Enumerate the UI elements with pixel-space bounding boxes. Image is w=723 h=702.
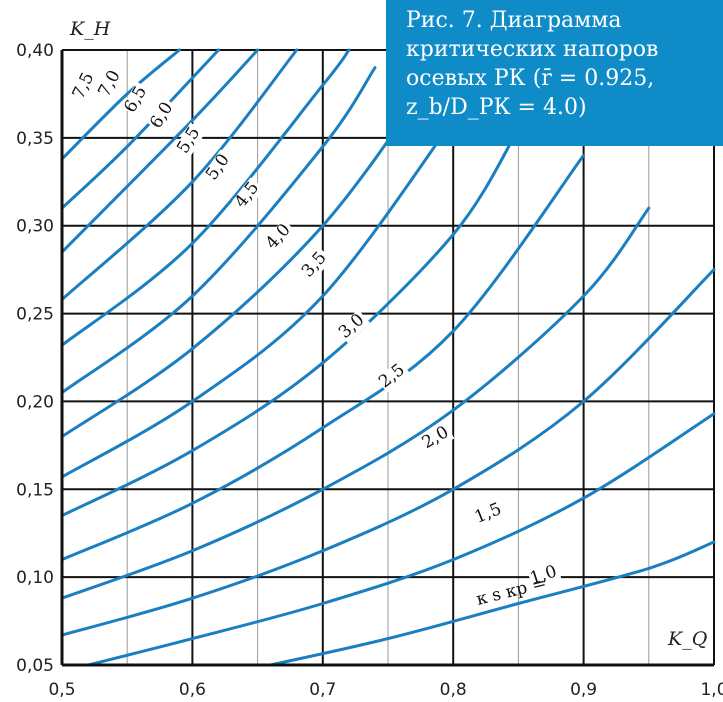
figure-caption: Рис. 7. Диаграмма критических напоров ос… [386, 0, 723, 146]
series-line-6-0 [60, 48, 299, 301]
curve-label-bg [472, 499, 507, 528]
y-tick-label: 0,15 [16, 480, 54, 500]
y-tick-label: 0,30 [16, 217, 54, 237]
y-tick-label: 0,35 [16, 129, 54, 149]
curve-label-bg [174, 122, 206, 158]
series-line-1-5 [86, 412, 716, 667]
plot-frame [60, 50, 714, 667]
curve-label-bg [298, 247, 333, 282]
x-tick-label: 0,7 [309, 680, 336, 700]
x-tick-label: 0,8 [440, 680, 467, 700]
caption-line-3: осевых РК (r̄ = 0.925, [406, 66, 655, 91]
curve-label-bg [70, 67, 100, 103]
curve-label-bg [203, 149, 236, 185]
x-tick-label: 1,0 [700, 680, 723, 700]
caption-line-2: критических напоров [406, 37, 659, 62]
curve-label-3-0: 3,0 [335, 310, 368, 343]
series-line-4-5 [60, 83, 429, 439]
series-line-7-5 [60, 48, 181, 161]
series-lines [60, 48, 716, 667]
series-line-3-5 [60, 127, 520, 518]
x-tick-label: 0,9 [570, 680, 597, 700]
caption-line-1: Рис. 7. Диаграмма [406, 8, 622, 33]
curve-label-bg [419, 422, 455, 454]
tick-labels: 0,5 0,6 0,7 0,8 0,9 1,0 0,05 0,10 0,15 0,20 0,25 0,… [16, 41, 723, 700]
y-tick-label: 0,20 [16, 392, 54, 412]
curve-label-5-0: 5,0 [202, 150, 234, 184]
curve-label-bg [147, 97, 179, 133]
x-tick-label: 0,6 [179, 680, 206, 700]
series-line-5-0 [60, 66, 377, 395]
curve-label-bg [375, 359, 411, 393]
curve-label-bg [121, 81, 153, 117]
curve-label-bg [95, 65, 126, 101]
curve-label-2-5: 2,5 [375, 360, 409, 392]
series-line-4-0 [60, 118, 455, 479]
curve-label-bg [262, 219, 297, 254]
curve-label-4-5: 4,5 [231, 178, 263, 212]
series-line-3-0 [60, 153, 586, 562]
y-tick-label: 0,05 [16, 656, 54, 676]
series-line-2-5 [60, 206, 651, 600]
y-tick-label: 0,10 [16, 568, 54, 588]
caption-line-4: z_b/D_РК = 4.0) [406, 95, 587, 120]
series-line-1-0 [269, 540, 716, 667]
series-line-6-5 [60, 48, 260, 254]
y-axis-label: K_H [69, 18, 111, 40]
curve-label-bg [527, 562, 562, 590]
y-tick-label: 0,25 [16, 305, 54, 325]
curve-label-3-5: 3,5 [298, 248, 331, 281]
series-line-7-0 [60, 48, 220, 210]
series-line-2-0 [60, 268, 716, 637]
curve-label-bg [232, 177, 265, 213]
y-tick-label: 0,40 [16, 41, 54, 61]
x-tick-label: 0,5 [48, 680, 75, 700]
curve-label-bg [335, 309, 371, 344]
series-line-5-5 [60, 48, 351, 347]
x-axis-label: K_Q [667, 628, 707, 650]
